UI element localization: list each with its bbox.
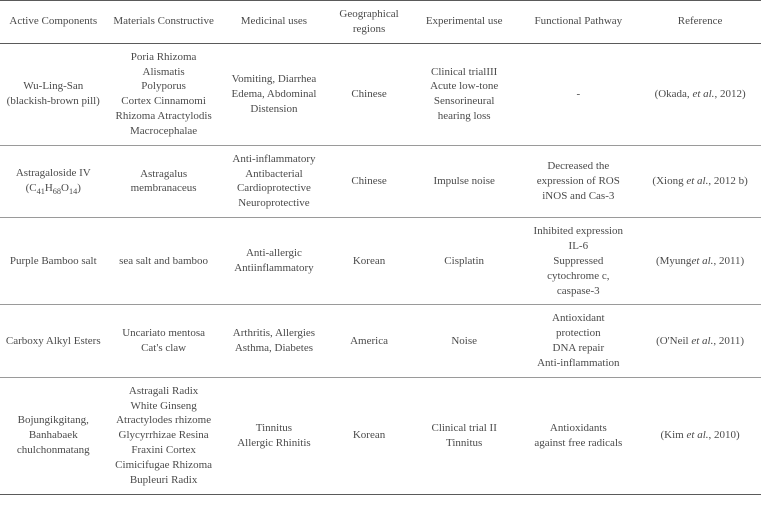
cell-medicinal: Anti-inflammatory Antibacterial Cardiopr… <box>221 145 328 217</box>
cell-exp: Clinical trial II Tinnitus <box>411 377 518 494</box>
table-row: Purple Bamboo saltsea salt and bambooAnt… <box>0 218 761 305</box>
ref-post: , 2012 b) <box>708 175 747 187</box>
col-header-ref: Reference <box>639 1 761 44</box>
cell-ref: (O'Neil et al., 2011) <box>639 305 761 377</box>
ref-italic: et al. <box>686 175 708 187</box>
col-header-path: Functional Pathway <box>517 1 639 44</box>
ref-post: , 2011) <box>713 255 744 267</box>
cell-ref: (Kim et al., 2010) <box>639 377 761 494</box>
cell-geo: Chinese <box>327 43 411 145</box>
table-row: Wu-Ling-San (blackish-brown pill)Poria R… <box>0 43 761 145</box>
ref-pre: (Kim <box>661 429 687 441</box>
ref-pre: (Xiong <box>652 175 686 187</box>
cell-active: Purple Bamboo salt <box>0 218 107 305</box>
ref-pre: (Okada, <box>655 88 693 100</box>
col-header-geo: Geographical regions <box>327 1 411 44</box>
cell-path: Decreased the expression of ROS iNOS and… <box>517 145 639 217</box>
cell-ref: (Xiong et al., 2012 b) <box>639 145 761 217</box>
cell-active: Carboxy Alkyl Esters <box>0 305 107 377</box>
cell-path: - <box>517 43 639 145</box>
cell-materials: sea salt and bamboo <box>107 218 221 305</box>
cell-geo: Korean <box>327 218 411 305</box>
table-header-row: Active Components Materials Constructive… <box>0 1 761 44</box>
col-header-active: Active Components <box>0 1 107 44</box>
cell-ref: (Okada, et al., 2012) <box>639 43 761 145</box>
cell-ref: (Myunget al., 2011) <box>639 218 761 305</box>
cell-materials: Astragalus membranaceus <box>107 145 221 217</box>
ref-italic: et al. <box>691 335 713 347</box>
cell-exp: Clinical trialIII Acute low-tone Sensori… <box>411 43 518 145</box>
cell-geo: Korean <box>327 377 411 494</box>
cell-geo: America <box>327 305 411 377</box>
cell-exp: Impulse noise <box>411 145 518 217</box>
table-row: Carboxy Alkyl EstersUncariato mentosa Ca… <box>0 305 761 377</box>
table-row: Astragaloside IV(C41H68O14)Astragalus me… <box>0 145 761 217</box>
cell-materials: Uncariato mentosa Cat's claw <box>107 305 221 377</box>
ref-pre: (Myung <box>656 255 691 267</box>
ref-italic: et al. <box>692 88 714 100</box>
col-header-exp: Experimental use <box>411 1 518 44</box>
table-row: Bojungikgitang, Banhabaek chulchonmatang… <box>0 377 761 494</box>
cell-path: Antioxidants against free radicals <box>517 377 639 494</box>
ref-post: , 2011) <box>713 335 744 347</box>
col-header-medicinal: Medicinal uses <box>221 1 328 44</box>
cell-active: Wu-Ling-San (blackish-brown pill) <box>0 43 107 145</box>
cell-path: Antioxidant protection DNA repair Anti-i… <box>517 305 639 377</box>
ref-post: , 2012) <box>714 88 745 100</box>
cell-medicinal: Anti-allergic Antiinflammatory <box>221 218 328 305</box>
ref-italic: et al. <box>687 429 709 441</box>
cell-geo: Chinese <box>327 145 411 217</box>
cell-active: Bojungikgitang, Banhabaek chulchonmatang <box>0 377 107 494</box>
cell-path: Inhibited expression IL-6 Suppressed cyt… <box>517 218 639 305</box>
ref-italic: et al. <box>691 255 713 267</box>
cell-medicinal: Vomiting, Diarrhea Edema, Abdominal Dist… <box>221 43 328 145</box>
cell-medicinal: Tinnitus Allergic Rhinitis <box>221 377 328 494</box>
ref-pre: (O'Neil <box>656 335 691 347</box>
cell-active: Astragaloside IV(C41H68O14) <box>0 145 107 217</box>
cell-medicinal: Arthritis, Allergies Asthma, Diabetes <box>221 305 328 377</box>
col-header-materials: Materials Constructive <box>107 1 221 44</box>
components-table: Active Components Materials Constructive… <box>0 0 761 495</box>
table-body: Wu-Ling-San (blackish-brown pill)Poria R… <box>0 43 761 494</box>
cell-materials: Astragali Radix White Ginseng Atractylod… <box>107 377 221 494</box>
cell-materials: Poria Rhizoma Alismatis Polyporus Cortex… <box>107 43 221 145</box>
cell-exp: Cisplatin <box>411 218 518 305</box>
ref-post: , 2010) <box>709 429 740 441</box>
cell-exp: Noise <box>411 305 518 377</box>
